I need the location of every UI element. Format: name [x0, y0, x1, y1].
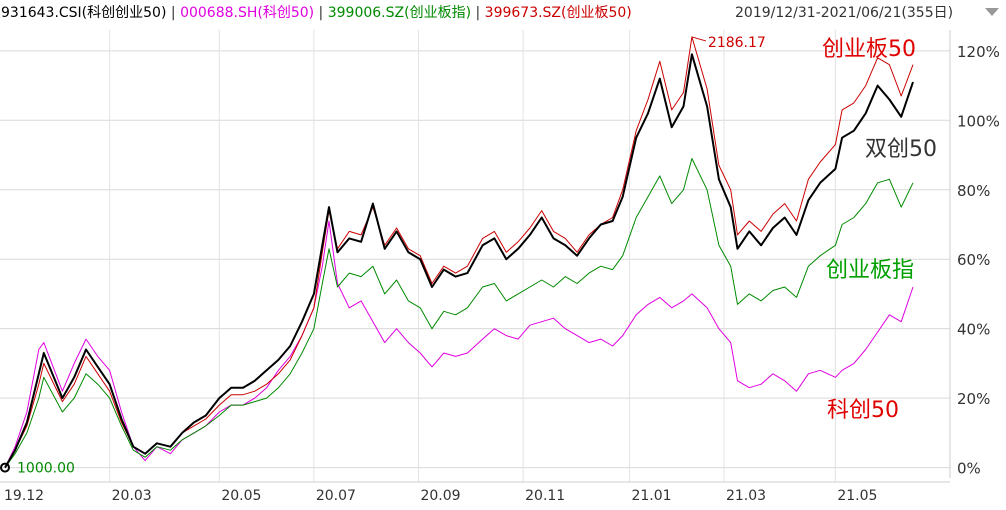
triangle-down-icon[interactable] — [985, 8, 999, 16]
y-axis: 0% 20% 40% 60% 80% 100% 120% — [957, 43, 1000, 478]
series-annotation-2: 创业板指 — [826, 258, 914, 283]
x-axis: 19.12 20.03 20.05 20.07 20.09 20.11 21.01 21.03… — [0, 481, 950, 504]
x-tick-label: 20.11 — [525, 488, 565, 504]
header-series-3: 399673.SZ(创业板50) — [485, 5, 632, 21]
y-tick-label: 60% — [957, 251, 990, 269]
header-series-0: 931643.CSI(科创创业50) — [1, 5, 166, 21]
x-tick-label: 20.03 — [112, 488, 152, 504]
series-line-0 — [4, 220, 914, 468]
start-value-label: 1000.00 — [17, 461, 75, 477]
y-tick-label: 100% — [957, 112, 1000, 130]
header-separator: | — [166, 5, 180, 21]
series-line-1 — [4, 158, 914, 468]
x-tick-label: 21.01 — [631, 488, 671, 504]
header-separator: | — [314, 5, 328, 21]
header-series-2: 399006.SZ(创业板指) — [328, 5, 471, 21]
series-annotation-1: 双创50 — [865, 137, 937, 162]
header-date-range: 2019/12/31-2021/06/21(355日) — [735, 5, 953, 21]
peak-value-label: 2186.17 — [708, 35, 766, 51]
series-line-3 — [4, 53, 914, 469]
series-line-2 — [4, 36, 914, 468]
series-annotation-3: 科创50 — [827, 398, 899, 423]
x-tick-label: 21.03 — [726, 488, 766, 504]
x-tick-label: 20.07 — [316, 488, 356, 504]
y-tick-label: 80% — [957, 182, 990, 200]
series-annotation-0: 创业板50 — [822, 37, 916, 62]
grid — [0, 30, 951, 482]
y-tick-label: 120% — [957, 43, 1000, 61]
start-marker — [0, 462, 10, 473]
x-tick-label: 21.05 — [837, 488, 877, 504]
x-tick-label: 20.05 — [221, 488, 261, 504]
header-separator: | — [471, 5, 485, 21]
y-tick-label: 20% — [957, 390, 990, 408]
x-tick-label: 20.09 — [420, 488, 460, 504]
y-tick-label: 40% — [957, 321, 990, 339]
series-header: 931643.CSI(科创创业50) | 000688.SH(科创50) | 3… — [1, 5, 632, 21]
header-series-1: 000688.SH(科创50) — [180, 5, 314, 21]
series-layer — [4, 36, 914, 469]
y-tick-label: 0% — [957, 460, 981, 478]
peak-pointer — [691, 36, 707, 42]
x-tick-label: 19.12 — [4, 488, 44, 504]
chart-header: 931643.CSI(科创创业50) | 000688.SH(科创50) | 3… — [1, 5, 999, 21]
